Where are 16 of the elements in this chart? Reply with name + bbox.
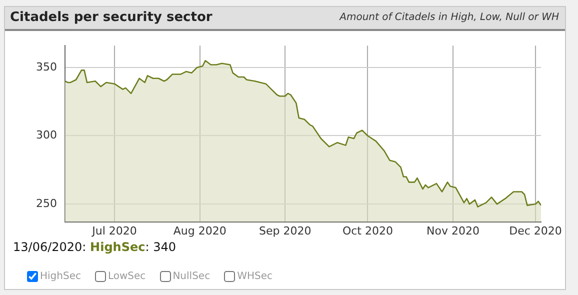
x-tick-label: Dec 2020	[509, 224, 562, 238]
toggle-checkbox: HighSec	[27, 271, 81, 282]
y-tick-label: 350	[36, 60, 57, 74]
x-tick-label: Jul 2020	[91, 224, 137, 238]
toggle-checkbox: LowSec	[94, 271, 146, 282]
x-tick-label: Nov 2020	[426, 224, 480, 238]
chart-title: Citadels per security sector	[10, 10, 212, 25]
toggle-checkbox: NullSec	[160, 271, 210, 282]
y-tick-label: 300	[36, 128, 57, 142]
toggle-checkbox: WHSec	[224, 271, 272, 282]
y-tick-label: 250	[36, 196, 57, 210]
x-tick-label: Aug 2020	[173, 224, 226, 238]
chart-subtitle: Amount of Citadels in High, Low, Null or WH	[340, 12, 559, 23]
x-tick-label: Sep 2020	[259, 224, 312, 238]
text: 13/06/2020: HighSec: 340	[13, 240, 176, 254]
x-tick-label: Oct 2020	[342, 224, 393, 238]
